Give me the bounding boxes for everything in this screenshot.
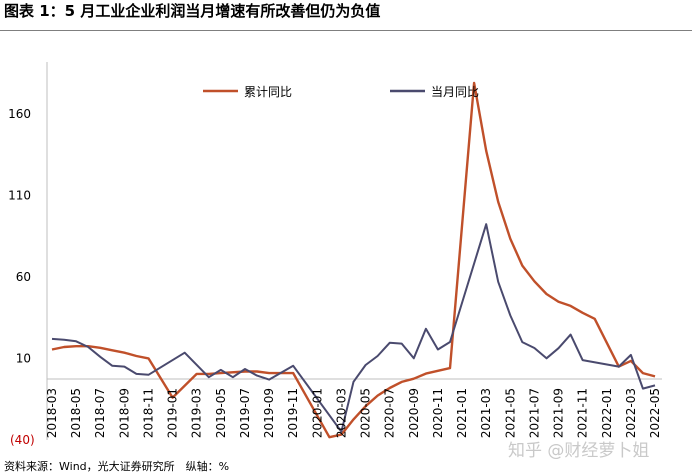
y-tick-label: 10 — [16, 351, 31, 365]
x-tick-label: 2021-01 — [455, 388, 469, 438]
x-tick-label: 2021-07 — [527, 388, 541, 438]
x-tick-label: 2020-05 — [359, 388, 373, 438]
series-line-2 — [51, 223, 656, 433]
x-tick-label: 2019-05 — [214, 388, 228, 438]
legend: 累计同比 当月同比 — [203, 85, 479, 99]
x-tick-label: 2018-09 — [117, 388, 131, 438]
x-tick-label: 2021-03 — [479, 388, 493, 438]
x-tick-label: 2021-09 — [552, 388, 566, 438]
y-tick-label: 60 — [16, 270, 31, 284]
x-tick-label: 2020-01 — [310, 388, 324, 438]
source-note: 资料来源：Wind，光大证券研究所 纵轴：% — [4, 460, 230, 473]
x-tick-label: 2020-07 — [383, 388, 397, 438]
title-divider — [0, 30, 692, 31]
chart-title: 图表 1：5 月工业企业利润当月增速有所改善但仍为负值 — [4, 2, 381, 20]
series-lines — [51, 81, 656, 439]
y-tick-labels: (40) 10 60 110 160 — [8, 107, 35, 447]
y-tick-label: 110 — [8, 188, 31, 202]
x-tick-labels: 2018-03 2018-05 2018-07 2018-09 2018-11 2019-… — [45, 388, 662, 438]
axes — [46, 62, 662, 440]
x-tick-label: 2018-07 — [93, 388, 107, 438]
legend-label: 当月同比 — [431, 85, 479, 99]
x-tick-label: 2022-01 — [600, 388, 614, 438]
x-tick-label: 2019-11 — [286, 388, 300, 438]
x-tick-label: 2018-11 — [141, 388, 155, 438]
x-tick-label: 2020-03 — [334, 388, 348, 438]
x-tick-label: 2021-05 — [503, 388, 517, 438]
x-tick-label: 2019-03 — [190, 388, 204, 438]
x-tick-label: 2021-11 — [576, 388, 590, 438]
x-tick-label: 2018-05 — [69, 388, 83, 438]
x-tick-label: 2020-09 — [407, 388, 421, 438]
y-tick-label: 160 — [8, 107, 31, 121]
x-tick-label: 2022-05 — [648, 388, 662, 438]
x-tick-label: 2019-07 — [238, 388, 252, 438]
x-tick-label: 2019-01 — [166, 388, 180, 438]
legend-label: 累计同比 — [244, 85, 292, 99]
x-tick-label: 2022-03 — [624, 388, 638, 438]
series-line-1 — [51, 81, 656, 439]
x-tick-label: 2019-09 — [262, 388, 276, 438]
y-tick-label: (40) — [10, 433, 35, 447]
watermark: 知乎 @财经萝卜姐 — [508, 441, 650, 461]
x-tick-label: 2020-11 — [431, 388, 445, 438]
x-tick-label: 2018-03 — [45, 388, 59, 438]
